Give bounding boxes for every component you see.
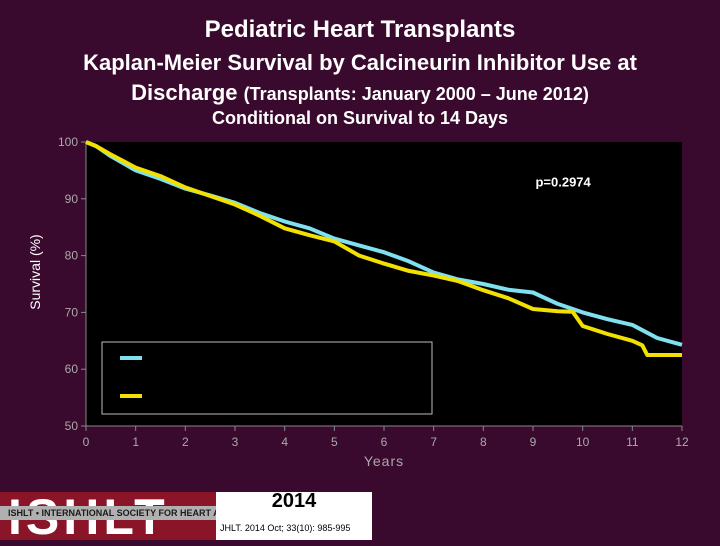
x-tick-label: 11: [626, 435, 639, 449]
x-tick-label: 10: [576, 435, 590, 449]
x-tick-label: 1: [132, 435, 139, 449]
x-tick-label: 3: [232, 435, 239, 449]
series-line-cyan: [85, 140, 683, 347]
x-tick-label: 8: [480, 435, 487, 449]
x-axis-label: Years: [364, 453, 404, 469]
citation-year: 2014: [271, 490, 317, 512]
x-tick-label: 0: [83, 435, 90, 449]
page-title: Pediatric Heart Transplants: [204, 16, 516, 43]
p-value-annotation: p=0.2974: [535, 174, 591, 189]
x-tick-label: 6: [381, 435, 388, 449]
y-tick-label: 90: [65, 192, 79, 206]
x-tick-label: 7: [430, 435, 437, 449]
x-tick-label: 2: [182, 435, 189, 449]
x-tick-label: 12: [675, 435, 689, 449]
x-tick-label: 4: [281, 435, 288, 449]
series-line-yellow: [85, 140, 682, 357]
subtitle-transplant-range: (Transplants: January 2000 – June 2012): [243, 84, 589, 104]
citation-reference: JHLT. 2014 Oct; 33(10): 985-995: [220, 523, 351, 533]
subtitle-discharge: Discharge: [131, 80, 238, 105]
y-tick-label: 100: [58, 135, 78, 149]
x-tick-label: 5: [331, 435, 338, 449]
x-tick-label: 9: [530, 435, 537, 449]
subtitle-line2: Discharge (Transplants: January 2000 – J…: [0, 80, 720, 106]
legend-box: [101, 341, 433, 415]
y-axis-label: Survival (%): [27, 234, 43, 309]
y-tick-label: 80: [65, 249, 79, 263]
y-tick-label: 70: [65, 305, 79, 319]
citation-box: [216, 492, 372, 540]
y-tick-label: 60: [65, 362, 79, 376]
chart-condition: Conditional on Survival to 14 Days: [211, 108, 509, 128]
y-tick-label: 50: [65, 419, 79, 433]
subtitle-line1: Kaplan-Meier Survival by Calcineurin Inh…: [83, 50, 637, 75]
